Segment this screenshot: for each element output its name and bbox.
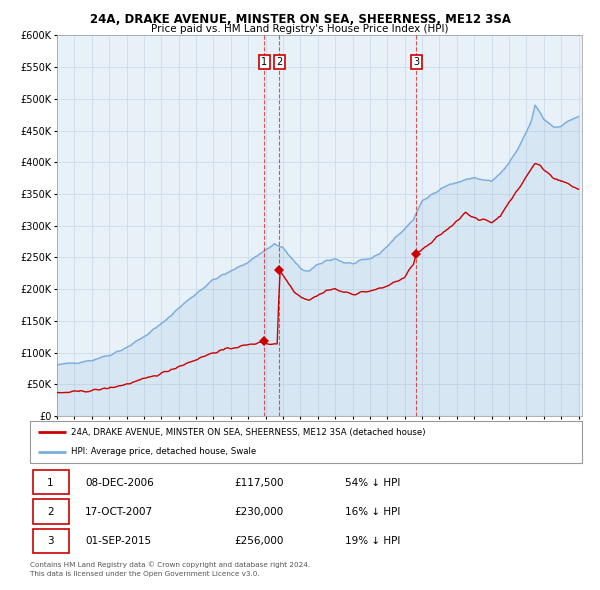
Text: £117,500: £117,500 <box>234 477 284 487</box>
Text: £256,000: £256,000 <box>234 536 284 546</box>
Text: £230,000: £230,000 <box>234 507 283 517</box>
FancyBboxPatch shape <box>30 421 582 463</box>
Text: 24A, DRAKE AVENUE, MINSTER ON SEA, SHEERNESS, ME12 3SA (detached house): 24A, DRAKE AVENUE, MINSTER ON SEA, SHEER… <box>71 428 426 437</box>
Text: 24A, DRAKE AVENUE, MINSTER ON SEA, SHEERNESS, ME12 3SA: 24A, DRAKE AVENUE, MINSTER ON SEA, SHEER… <box>89 13 511 26</box>
FancyBboxPatch shape <box>33 500 68 524</box>
Text: 01-SEP-2015: 01-SEP-2015 <box>85 536 151 546</box>
Text: 54% ↓ HPI: 54% ↓ HPI <box>344 477 400 487</box>
FancyBboxPatch shape <box>33 470 68 494</box>
Text: 17-OCT-2007: 17-OCT-2007 <box>85 507 154 517</box>
FancyBboxPatch shape <box>33 529 68 553</box>
Text: HPI: Average price, detached house, Swale: HPI: Average price, detached house, Swal… <box>71 447 257 456</box>
Text: 1: 1 <box>262 57 268 67</box>
Text: 16% ↓ HPI: 16% ↓ HPI <box>344 507 400 517</box>
Text: 1: 1 <box>47 477 54 487</box>
Text: 3: 3 <box>47 536 54 546</box>
Text: 2: 2 <box>47 507 54 517</box>
Text: Contains HM Land Registry data © Crown copyright and database right 2024.: Contains HM Land Registry data © Crown c… <box>30 561 310 568</box>
Text: 3: 3 <box>413 57 419 67</box>
Text: 19% ↓ HPI: 19% ↓ HPI <box>344 536 400 546</box>
Text: 08-DEC-2006: 08-DEC-2006 <box>85 477 154 487</box>
Text: This data is licensed under the Open Government Licence v3.0.: This data is licensed under the Open Gov… <box>30 571 260 577</box>
Text: 2: 2 <box>276 57 283 67</box>
Text: Price paid vs. HM Land Registry's House Price Index (HPI): Price paid vs. HM Land Registry's House … <box>151 24 449 34</box>
